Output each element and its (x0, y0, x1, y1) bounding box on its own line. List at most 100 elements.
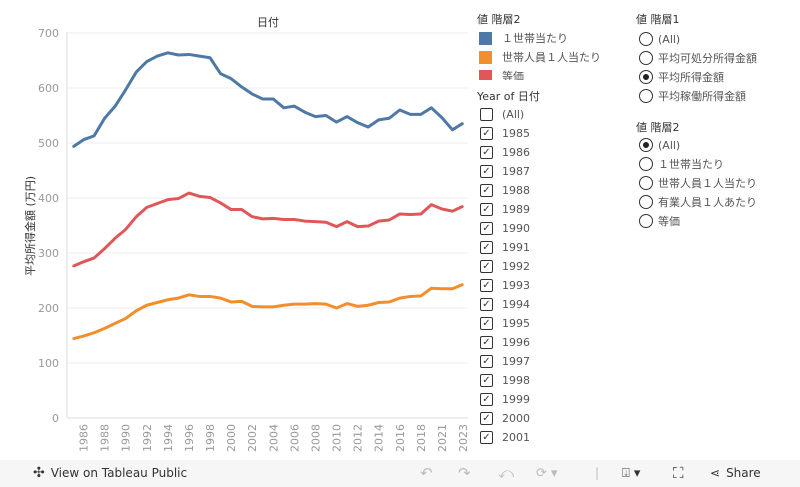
radio-unselected-icon[interactable] (639, 214, 653, 228)
year-label: 1995 (502, 316, 530, 330)
data-point (325, 114, 327, 117)
data-point (188, 192, 190, 194)
view-on-tableau-link[interactable]: ✣ View on Tableau Public (33, 465, 187, 481)
checkbox-checked-icon[interactable]: ✓ (480, 335, 493, 349)
checkbox-checked-icon[interactable]: ✓ (480, 373, 493, 387)
refresh-icon[interactable]: ⟳ ▾ (536, 465, 558, 481)
data-point (462, 205, 464, 208)
year-checkbox-item[interactable]: ✓ 1991 (480, 239, 530, 255)
x-tick-label: 2000 (225, 424, 238, 452)
legend-item[interactable]: 等価 (479, 68, 524, 80)
year-checkbox-item[interactable]: ✓ 1999 (480, 391, 530, 407)
year-checkbox-item[interactable]: (All) (480, 106, 524, 122)
radio-item[interactable]: 平均稼働所得金額 (639, 88, 746, 104)
checkbox-checked-icon[interactable]: ✓ (480, 240, 493, 254)
year-checkbox-item[interactable]: ✓ 1990 (480, 220, 530, 236)
radio-unselected-icon[interactable] (639, 51, 653, 65)
checkbox-checked-icon[interactable]: ✓ (480, 316, 493, 330)
data-point (304, 111, 306, 113)
checkbox-checked-icon[interactable]: ✓ (480, 202, 493, 216)
radio-item[interactable]: (All) (639, 31, 680, 47)
redo-icon[interactable]: ↷ (458, 464, 471, 482)
year-checkbox-item[interactable]: ✓ 1986 (480, 144, 530, 160)
radio-item[interactable]: (All) (639, 137, 680, 153)
data-point (251, 215, 253, 218)
data-point (441, 287, 443, 290)
radio-unselected-icon[interactable] (639, 176, 653, 190)
data-point (377, 220, 380, 222)
data-point (198, 295, 201, 298)
checkbox-checked-icon[interactable]: ✓ (480, 297, 493, 311)
data-point (388, 301, 391, 303)
legend-item[interactable]: 世帯人員１人当たり (479, 49, 601, 65)
checkbox-unchecked-icon[interactable] (480, 107, 493, 121)
year-checkbox-item[interactable]: ✓ 1992 (480, 258, 530, 274)
radio-unselected-icon[interactable] (639, 32, 653, 46)
undo-icon[interactable]: ↶ (420, 464, 433, 482)
checkbox-checked-icon[interactable]: ✓ (480, 354, 493, 368)
year-label: 1987 (502, 164, 530, 178)
data-point (409, 213, 412, 216)
year-checkbox-item[interactable]: ✓ 1998 (480, 372, 530, 388)
radio-unselected-icon[interactable] (639, 89, 653, 103)
y-tick-label: 400 (38, 192, 59, 205)
fullscreen-icon[interactable]: ⛶ (673, 464, 684, 482)
data-point (356, 225, 359, 228)
checkbox-checked-icon[interactable]: ✓ (480, 392, 493, 406)
radio-label: 世帯人員１人当たり (658, 177, 757, 190)
data-point (335, 307, 338, 309)
radio-item[interactable]: 平均所得金額 (639, 69, 724, 85)
data-point (409, 113, 412, 116)
year-checkbox-item[interactable]: ✓ 1993 (480, 277, 530, 293)
data-point (462, 283, 464, 286)
year-checkbox-item[interactable]: ✓ 1988 (480, 182, 530, 198)
legend-item[interactable]: １世帯当たり (479, 30, 568, 46)
data-point (346, 115, 348, 118)
radio-item[interactable]: 世帯人員１人当たり (639, 175, 757, 191)
radio-selected-icon[interactable] (639, 138, 653, 152)
data-point (398, 213, 401, 215)
year-checkbox-item[interactable]: ✓ 2001 (480, 429, 530, 445)
checkbox-checked-icon[interactable]: ✓ (480, 145, 493, 159)
checkbox-checked-icon[interactable]: ✓ (480, 221, 493, 235)
radio-item[interactable]: 等価 (639, 213, 680, 229)
radio-label: 平均所得金額 (658, 71, 724, 84)
data-point (177, 297, 180, 299)
radio-item[interactable]: １世帯当たり (639, 156, 724, 172)
year-checkbox-item[interactable]: ✓ 1987 (480, 163, 530, 179)
checkbox-checked-icon[interactable]: ✓ (480, 411, 493, 425)
y-tick-label: 700 (38, 27, 59, 40)
checkbox-checked-icon[interactable]: ✓ (480, 278, 493, 292)
revert-icon[interactable]: ⤺ (498, 464, 515, 482)
checkbox-checked-icon[interactable]: ✓ (480, 259, 493, 273)
checkbox-checked-icon[interactable]: ✓ (480, 183, 493, 197)
data-point (261, 98, 264, 100)
radio-unselected-icon[interactable] (639, 157, 653, 171)
year-checkbox-item[interactable]: ✓ 2000 (480, 410, 530, 426)
radio-item[interactable]: 平均可処分所得金額 (639, 50, 757, 66)
year-checkbox-item[interactable]: ✓ 1995 (480, 315, 530, 331)
radio-item[interactable]: 有業人員１人あたり (639, 194, 757, 210)
radio-unselected-icon[interactable] (639, 195, 653, 209)
data-point (177, 197, 180, 200)
data-point (430, 107, 433, 109)
radio-selected-icon[interactable] (639, 70, 653, 84)
data-point (114, 322, 116, 325)
download-icon[interactable]: ⍗ ▾ (622, 465, 641, 481)
checkbox-checked-icon[interactable]: ✓ (480, 430, 493, 444)
data-point (145, 60, 148, 63)
year-checkbox-item[interactable]: ✓ 1997 (480, 353, 530, 369)
year-label: 1998 (502, 373, 530, 387)
checkbox-checked-icon[interactable]: ✓ (480, 164, 493, 178)
year-checkbox-item[interactable]: ✓ 1985 (480, 125, 530, 141)
data-point (114, 237, 116, 239)
x-tick-label: 1990 (120, 424, 133, 452)
share-button[interactable]: ⋖ Share (710, 465, 761, 481)
checkbox-checked-icon[interactable]: ✓ (480, 126, 493, 140)
year-checkbox-item[interactable]: ✓ 1989 (480, 201, 530, 217)
data-point (135, 71, 138, 73)
year-checkbox-item[interactable]: ✓ 1994 (480, 296, 530, 312)
x-tick-label: 2004 (267, 424, 280, 452)
data-point (441, 208, 443, 210)
year-checkbox-item[interactable]: ✓ 1996 (480, 334, 530, 350)
